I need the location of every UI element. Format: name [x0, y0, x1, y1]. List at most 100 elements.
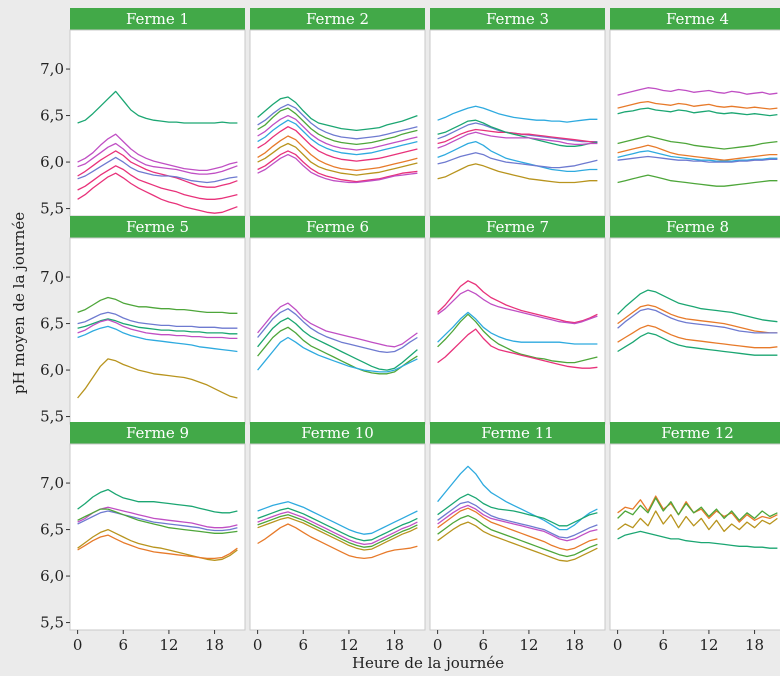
x-axis-title: Heure de la journée: [352, 654, 504, 672]
y-tick-label: 6,0: [40, 153, 64, 171]
series-line: [437, 328, 598, 369]
y-tick-label: 6,0: [40, 567, 64, 585]
series-line: [77, 319, 238, 340]
series-line: [437, 507, 598, 551]
facet-strip: [250, 216, 425, 238]
series-line: [77, 165, 238, 200]
x-tick-label: 12: [699, 636, 718, 654]
facet-panel-7: Ferme 7: [429, 216, 606, 425]
series-line: [437, 128, 598, 145]
facet-panel-9: Ferme 9: [69, 422, 246, 631]
facet-strip: [70, 422, 245, 444]
x-tick-label: 6: [118, 636, 128, 654]
series-line: [437, 280, 598, 324]
series-line: [437, 289, 598, 325]
series-line: [257, 107, 418, 146]
series-line: [77, 156, 238, 184]
facet-panel-6: Ferme 6: [249, 216, 426, 425]
series-line: [437, 465, 598, 531]
series-line: [617, 174, 778, 187]
x-tick-label: 18: [745, 636, 764, 654]
series-line: [437, 504, 598, 542]
series-line: [77, 528, 238, 561]
series-line: [257, 142, 418, 176]
facet-panel-10: Ferme 10: [249, 422, 426, 631]
plot-area: [609, 443, 780, 631]
x-tick-label: 0: [433, 636, 443, 654]
facet-strip: [250, 422, 425, 444]
facet-strip: [610, 422, 780, 444]
series-line: [617, 510, 778, 533]
x-tick-label: 12: [519, 636, 538, 654]
x-tick-label: 6: [478, 636, 488, 654]
y-tick-label: 5,5: [40, 408, 64, 426]
series-line: [257, 516, 418, 551]
series-line: [617, 495, 778, 523]
series-line: [617, 304, 778, 334]
facet-strip: [70, 216, 245, 238]
series-line: [257, 326, 418, 375]
facet-panel-4: Ferme 4: [609, 8, 780, 217]
series-line: [77, 325, 238, 353]
x-tick-label: 18: [565, 636, 584, 654]
series-line: [257, 119, 418, 156]
x-tick-label: 18: [385, 636, 404, 654]
y-axis-title: pH moyen de la journée: [10, 212, 28, 394]
series-line: [617, 150, 778, 162]
series-line: [257, 153, 418, 184]
series-line: [77, 172, 238, 214]
series-line: [437, 501, 598, 539]
facet-title: Ferme 12: [661, 424, 734, 442]
series-line: [77, 318, 238, 335]
facet-title: Ferme 2: [306, 10, 369, 28]
x-tick-label: 12: [159, 636, 178, 654]
series-line: [617, 324, 778, 349]
series-line: [257, 150, 418, 183]
plot-area: [429, 237, 606, 425]
series-line: [257, 507, 418, 542]
x-tick-label: 0: [613, 636, 623, 654]
series-line: [617, 144, 778, 161]
facet-strip: [430, 422, 605, 444]
series-line: [257, 514, 418, 548]
series-line: [257, 103, 418, 140]
series-line: [437, 313, 598, 364]
facet-title: Ferme 4: [666, 10, 729, 28]
series-line: [257, 523, 418, 560]
series-line: [437, 311, 598, 345]
series-line: [437, 163, 598, 184]
facet-strip: [250, 8, 425, 30]
series-line: [77, 534, 238, 560]
series-line: [257, 114, 418, 151]
series-line: [77, 506, 238, 529]
facet-strip: [430, 8, 605, 30]
x-tick-label: 6: [298, 636, 308, 654]
series-line: [257, 96, 418, 132]
series-line: [437, 521, 598, 562]
series-line: [257, 308, 418, 354]
series-line: [77, 296, 238, 314]
facet-panel-1: Ferme 1: [69, 8, 246, 217]
y-tick-label: 6,5: [40, 521, 64, 539]
plot-area: [69, 443, 246, 631]
plot-area: [249, 237, 426, 425]
x-tick-label: 0: [253, 636, 263, 654]
series-line: [77, 142, 238, 175]
x-tick-label: 6: [658, 636, 668, 654]
y-tick-label: 7,0: [40, 60, 64, 78]
facet-title: Ferme 6: [306, 218, 369, 236]
series-line: [77, 150, 238, 188]
series-line: [437, 119, 598, 147]
facet-title: Ferme 10: [301, 424, 374, 442]
facet-strip: [610, 216, 780, 238]
facet-title: Ferme 1: [126, 10, 189, 28]
series-line: [437, 105, 598, 123]
series-line: [617, 289, 778, 323]
facet-panel-11: Ferme 11: [429, 422, 606, 631]
facet-title: Ferme 9: [126, 424, 189, 442]
facet-panel-2: Ferme 2: [249, 8, 426, 217]
y-tick-label: 5,5: [40, 614, 64, 632]
x-tick-label: 18: [205, 636, 224, 654]
y-tick-label: 6,5: [40, 315, 64, 333]
series-line: [77, 358, 238, 399]
